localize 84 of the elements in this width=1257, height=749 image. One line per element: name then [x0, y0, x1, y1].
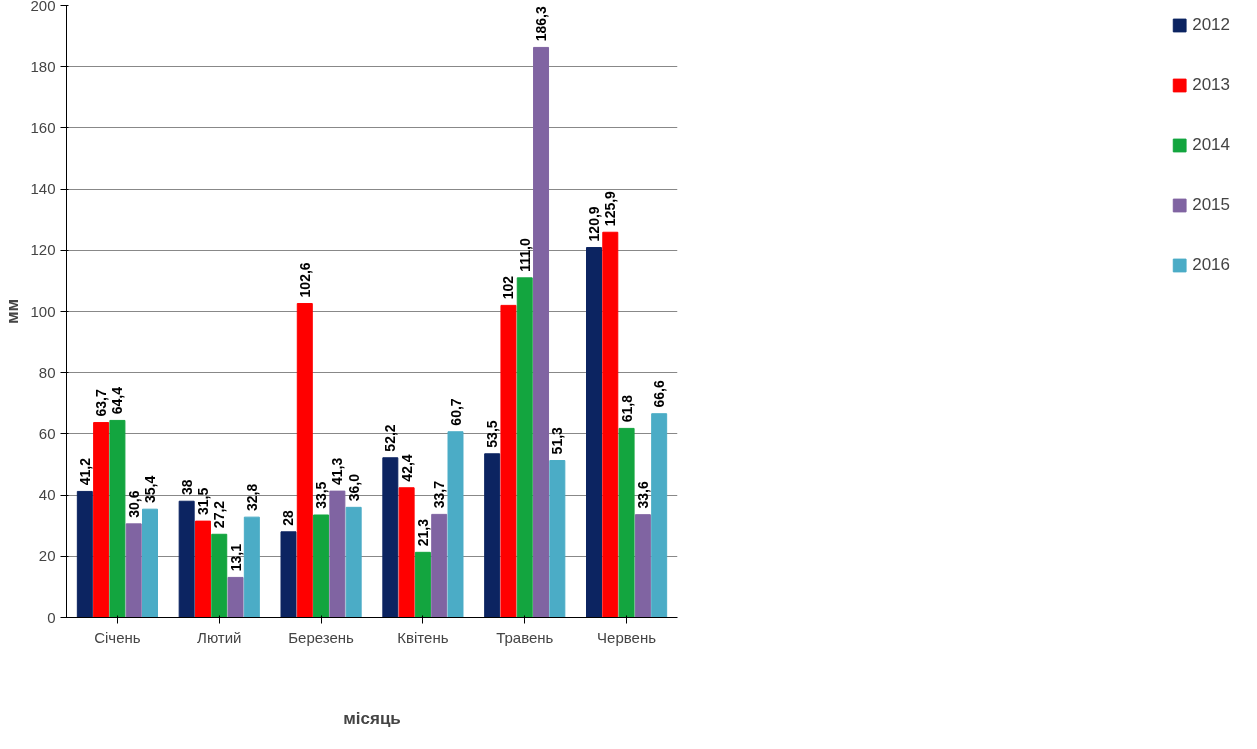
data-label: 33,5	[313, 481, 330, 509]
data-label: 102,6	[296, 262, 313, 298]
data-label: 51,3	[549, 426, 566, 455]
data-label: 36,0	[345, 473, 362, 502]
bar	[313, 514, 330, 618]
y-tick-label: 120	[30, 241, 56, 259]
bar	[533, 46, 550, 618]
bar	[586, 247, 602, 618]
data-label: 66,6	[651, 380, 668, 408]
y-tick-label: 180	[30, 57, 56, 75]
x-tick-label: Червень	[597, 628, 657, 646]
data-label: 42,4	[398, 454, 415, 482]
y-tick-label: 160	[30, 118, 56, 136]
data-label: 28	[280, 509, 297, 526]
data-label: 41,3	[329, 457, 346, 485]
data-label: 21,3	[414, 518, 431, 547]
data-label: 41,2	[76, 457, 93, 486]
bar	[447, 431, 464, 618]
data-label: 31,5	[194, 487, 211, 515]
x-tick-label: Квітень	[397, 628, 449, 646]
bar	[142, 508, 158, 618]
data-label: 27,2	[211, 500, 228, 529]
data-label: 32,8	[243, 483, 260, 512]
bar	[109, 419, 126, 618]
bar	[549, 460, 566, 618]
x-tick-label: Січень	[94, 628, 141, 646]
data-label: 125,9	[602, 190, 619, 227]
bar	[651, 413, 668, 618]
bar	[398, 487, 415, 618]
data-label: 33,7	[431, 480, 448, 509]
data-label: 35,4	[142, 475, 158, 504]
bar	[125, 523, 142, 618]
bar	[211, 533, 228, 618]
data-label: 61,8	[618, 394, 635, 423]
data-label: 64,4	[109, 386, 126, 415]
bar	[227, 576, 244, 618]
data-label: 63,7	[93, 389, 110, 417]
data-label: 102	[500, 275, 517, 300]
data-label: 186,3	[533, 6, 550, 42]
bar	[178, 500, 195, 618]
bar	[329, 490, 346, 618]
y-tick-label: 60	[38, 424, 56, 442]
bar	[194, 520, 211, 618]
bar	[618, 427, 635, 618]
data-label: 60,7	[447, 398, 464, 426]
x-tick-label: Травень	[496, 628, 554, 646]
data-label: 13,1	[227, 543, 244, 572]
data-label: 30,6	[125, 490, 142, 518]
bar	[345, 506, 362, 618]
data-label: 38	[178, 479, 195, 496]
y-tick-label: 80	[38, 363, 56, 381]
bar	[484, 453, 501, 618]
bar	[516, 277, 533, 618]
y-tick-label: 40	[38, 486, 56, 504]
bar	[382, 457, 399, 618]
y-tick-label: 140	[30, 180, 56, 198]
bar	[634, 514, 651, 618]
legend-label: 2012	[1192, 15, 1230, 35]
legend-label: 2015	[1192, 195, 1230, 215]
data-label: 111,0	[516, 238, 533, 272]
bar	[602, 231, 619, 618]
bar	[500, 304, 517, 618]
y-tick-label: 20	[38, 547, 56, 565]
bar	[431, 513, 448, 618]
x-tick-label: Лютий	[197, 628, 242, 646]
data-label: 33,6	[634, 481, 651, 509]
bar	[76, 490, 93, 618]
legend-label: 2014	[1192, 135, 1230, 155]
data-label: 120,9	[586, 206, 602, 242]
x-tick-label: Березень	[288, 628, 355, 646]
y-tick-label: 100	[30, 302, 56, 320]
legend-label: 2013	[1192, 75, 1230, 95]
bar	[93, 422, 110, 618]
y-tick-label: 0	[47, 608, 56, 626]
data-label: 52,2	[382, 424, 399, 452]
legend-label: 2016	[1192, 255, 1230, 275]
bar	[296, 303, 313, 618]
bar	[414, 551, 431, 618]
bar	[243, 516, 260, 618]
y-axis-title: мм	[3, 298, 23, 325]
x-axis-title: місяць	[343, 708, 401, 728]
data-label: 53,5	[484, 420, 501, 448]
bar	[280, 531, 297, 618]
y-tick-label: 200	[30, 0, 56, 14]
